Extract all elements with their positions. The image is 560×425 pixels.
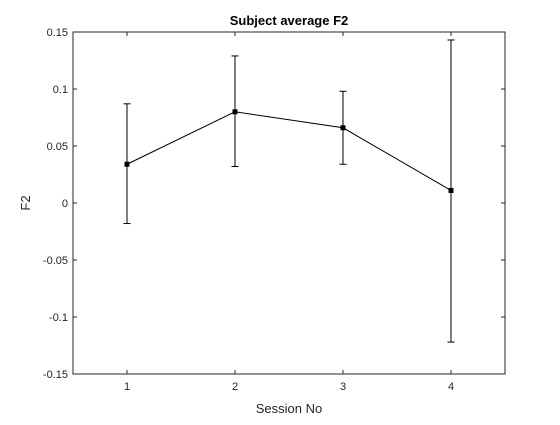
y-tick-label: 0.1 bbox=[53, 84, 68, 96]
x-tick-label: 4 bbox=[448, 381, 454, 393]
plot-area bbox=[72, 31, 506, 375]
y-tick-label: -0.05 bbox=[43, 255, 68, 267]
y-axis-label: F2 bbox=[18, 195, 33, 210]
y-tick-label: -0.1 bbox=[49, 312, 68, 324]
x-tick-label: 2 bbox=[232, 381, 238, 393]
y-tick-label: 0.15 bbox=[47, 27, 68, 39]
series-line bbox=[126, 111, 452, 191]
data-point bbox=[448, 187, 454, 193]
y-tick-label: 0.05 bbox=[47, 141, 68, 153]
data-point bbox=[232, 109, 238, 115]
x-axis: 1 2 3 4 bbox=[124, 32, 454, 393]
y-axis: -0.15 -0.1 -0.05 0 0.05 0.1 0.15 bbox=[43, 27, 505, 381]
y-tick-label: 0 bbox=[62, 198, 68, 210]
data-point bbox=[340, 125, 346, 131]
data-markers bbox=[124, 109, 454, 193]
y-tick-label: -0.15 bbox=[43, 369, 68, 381]
x-axis-label: Session No bbox=[256, 401, 322, 416]
x-tick-label: 1 bbox=[124, 381, 130, 393]
data-point bbox=[124, 161, 130, 167]
x-tick-label: 3 bbox=[340, 381, 346, 393]
chart-title: Subject average F2 bbox=[230, 13, 349, 28]
